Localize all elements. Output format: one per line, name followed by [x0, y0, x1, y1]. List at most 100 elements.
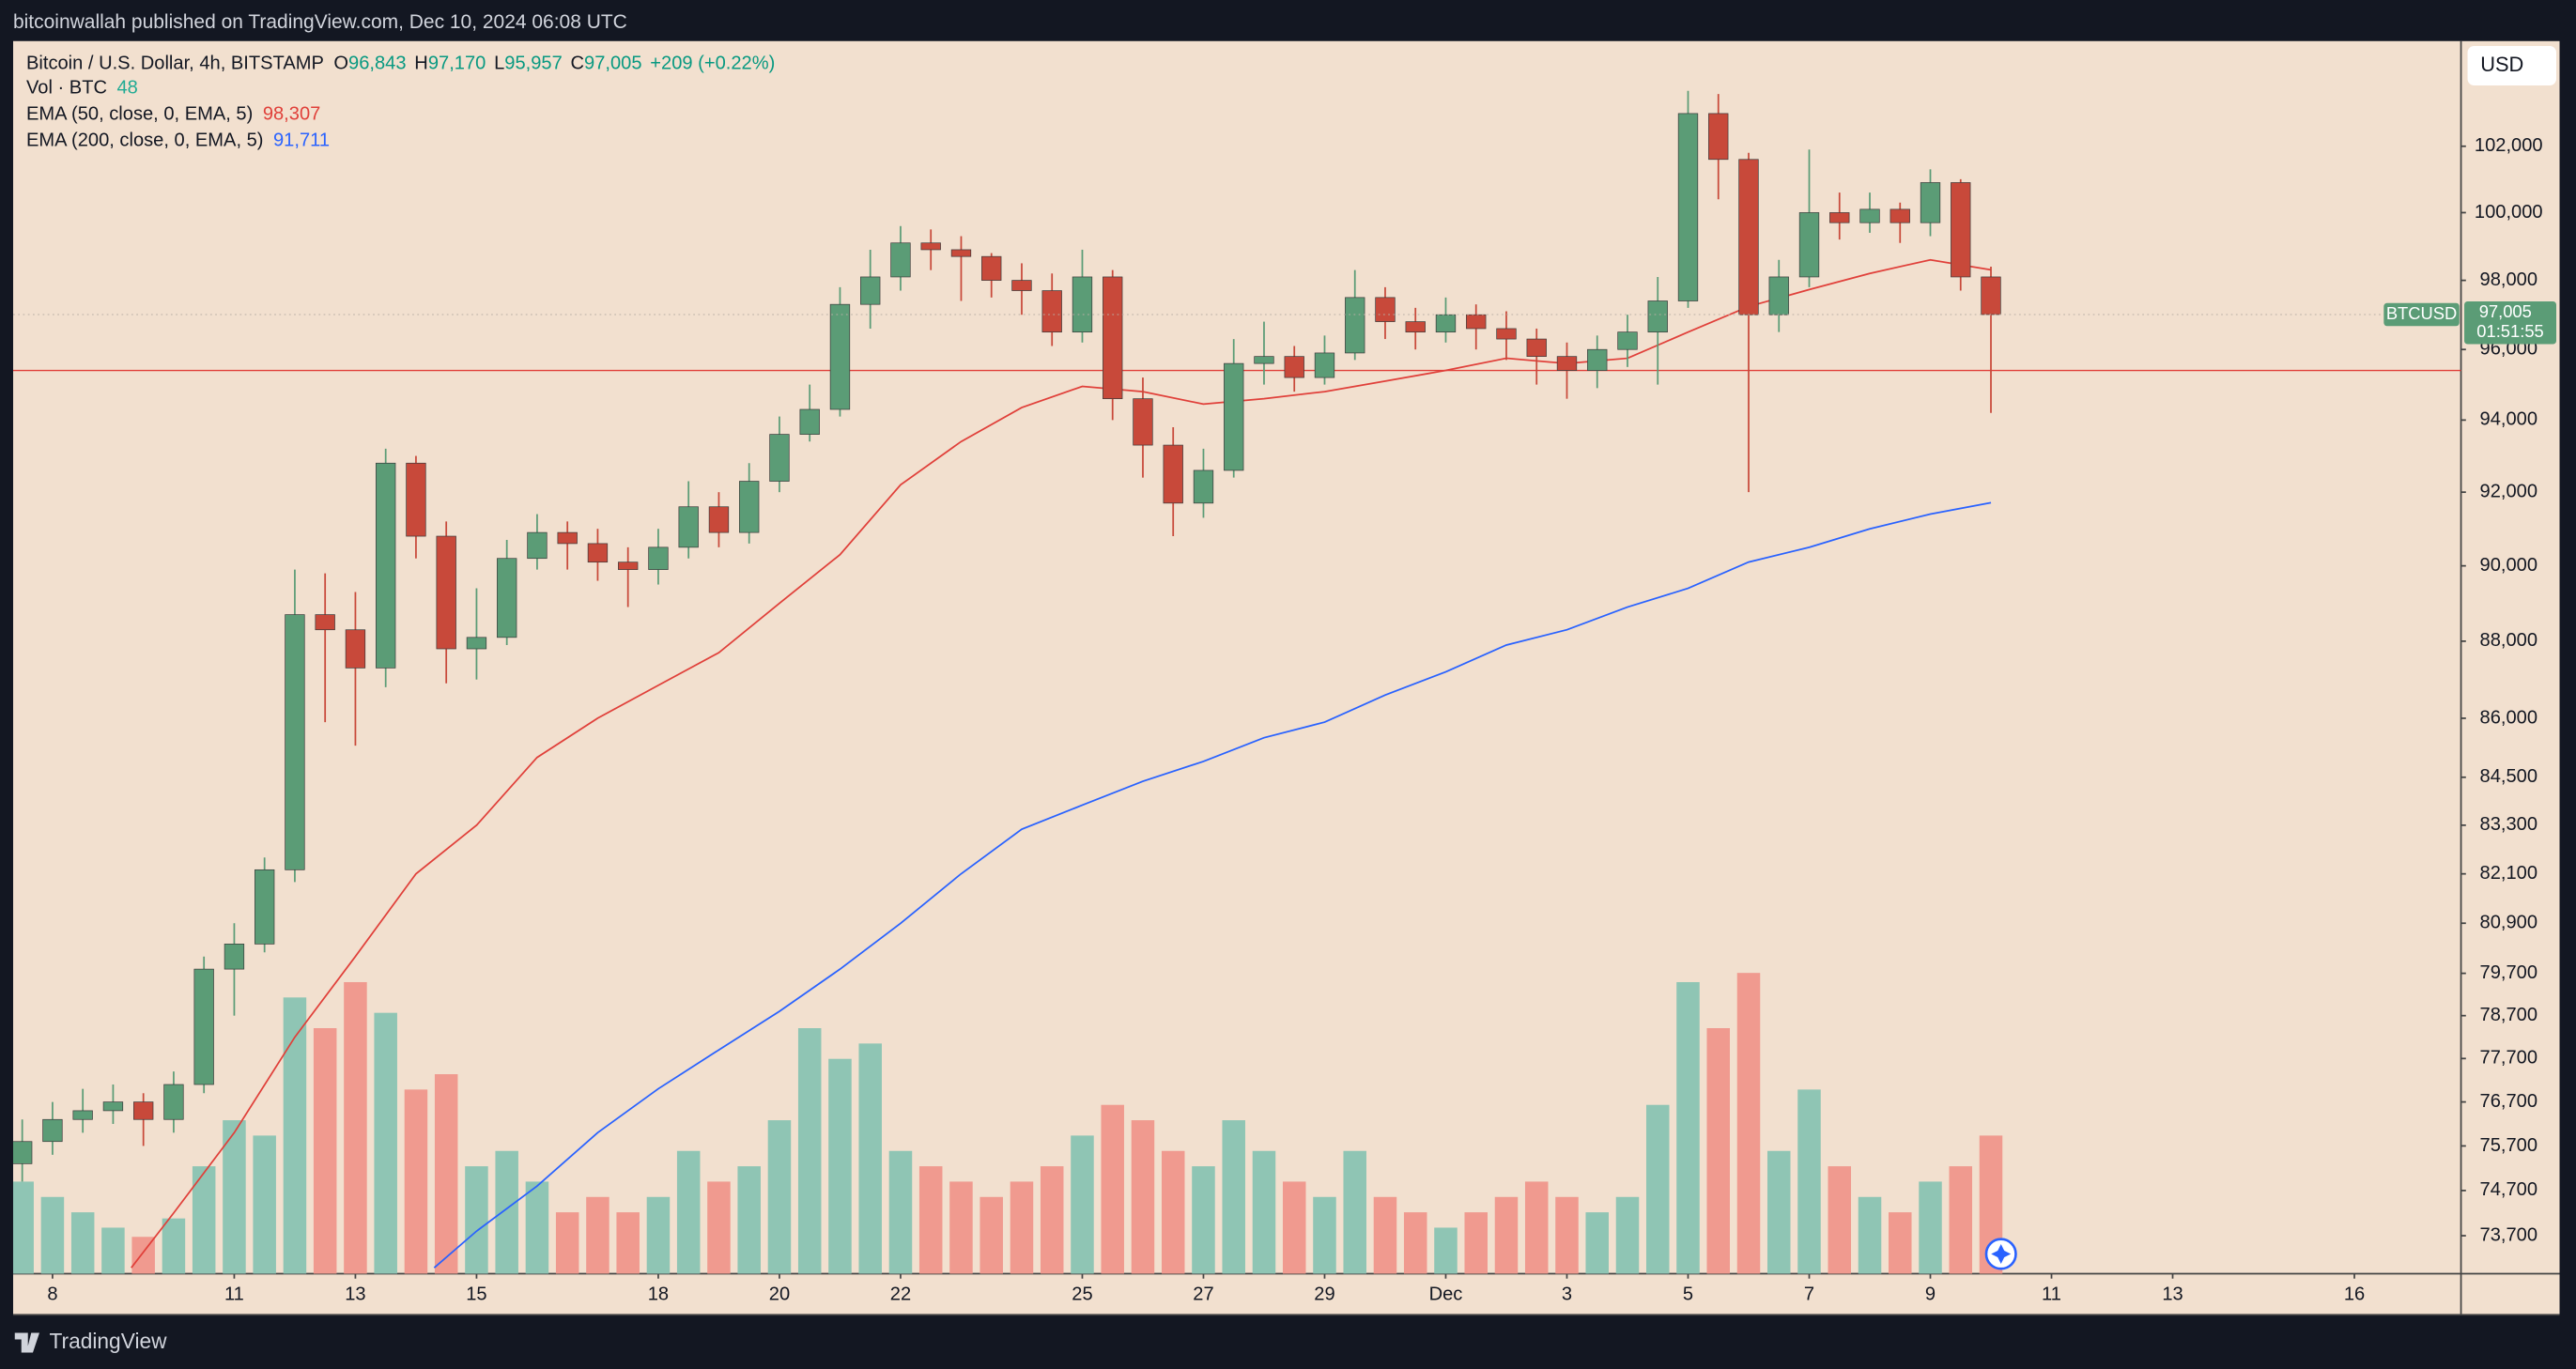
y-tick-label: 84,500 [2480, 766, 2537, 787]
x-tick-label: 25 [1072, 1284, 1092, 1305]
candle-body [981, 255, 1002, 281]
ema-value: 91,711 [273, 131, 330, 151]
volume-bar [344, 981, 367, 1274]
candle-body [1375, 297, 1396, 322]
volume-name: Vol · BTC [26, 78, 107, 99]
volume-bar [1192, 1166, 1215, 1274]
volume-bar [1645, 1104, 1670, 1274]
volume-bar [1282, 1181, 1306, 1274]
candle-body [1163, 444, 1183, 504]
x-tick-label: 5 [1683, 1284, 1693, 1305]
ema-name: EMA (200, close, 0, EMA, 5) [26, 131, 264, 151]
volume-bar [555, 1212, 579, 1274]
volume-bar [707, 1181, 731, 1274]
candle-body [285, 614, 305, 870]
y-tick-label: 88,000 [2480, 630, 2537, 651]
candle-body [829, 303, 851, 410]
volume-bar [1828, 1166, 1852, 1274]
volume-bar [162, 1218, 186, 1274]
volume-bar [586, 1196, 609, 1274]
volume-bar [101, 1227, 125, 1274]
candle-body [315, 614, 335, 631]
x-tick-label: 15 [466, 1284, 486, 1305]
volume-bar [858, 1043, 882, 1274]
volume-bar [1919, 1181, 1942, 1274]
brand-logo [14, 1332, 39, 1353]
volume-bar [253, 1135, 276, 1274]
volume-bar [1373, 1196, 1397, 1274]
volume-bar [12, 1181, 34, 1274]
volume-bar [767, 1120, 792, 1274]
candle-body [678, 506, 699, 548]
ohlc-key: C [571, 54, 585, 74]
candle-body [920, 242, 941, 251]
candle-body [466, 637, 487, 650]
volume-bar [1071, 1135, 1094, 1274]
candle-body [648, 546, 669, 570]
y-tick-label: 75,700 [2480, 1135, 2537, 1156]
x-tick-label: 22 [890, 1284, 911, 1305]
volume-bar [1555, 1196, 1579, 1274]
y-tick-label: 90,000 [2480, 555, 2537, 576]
volume-bar [1343, 1150, 1366, 1274]
x-tick-label: 16 [2344, 1284, 2365, 1305]
volume-bar [676, 1150, 701, 1274]
candle-body [1103, 276, 1123, 400]
volume-bar [888, 1150, 913, 1274]
candle-body [1041, 290, 1062, 333]
candle-body [1526, 338, 1547, 358]
candle-body [1254, 356, 1274, 364]
volume-bar [737, 1166, 761, 1274]
candle-body [1496, 328, 1517, 340]
countdown: 01:51:55 [2476, 321, 2543, 341]
y-tick-label: 92,000 [2480, 481, 2537, 501]
volume-value: 48 [117, 78, 138, 99]
x-tick-label: 13 [345, 1284, 365, 1305]
ohlc-value: 97,170 [428, 54, 486, 74]
ohlc-value: 95,957 [504, 54, 562, 74]
volume-bar [525, 1181, 549, 1274]
volume-bar [40, 1196, 65, 1274]
volume-bar [374, 1012, 397, 1274]
candle-body [12, 1141, 33, 1164]
ohlc-value: 97,005 [584, 54, 641, 74]
candle-body [618, 561, 639, 570]
volume-bar [1797, 1089, 1821, 1274]
currency-box[interactable] [2467, 46, 2557, 86]
volume-bar [1222, 1120, 1245, 1274]
change: +209 (+0.22%) [650, 54, 775, 74]
symbol-badge-text: BTCUSD [2386, 303, 2457, 323]
candle-body [769, 434, 790, 482]
legend-ema200: EMA (200, close, 0, EMA, 5) 91,711 [26, 131, 330, 151]
volume-bar [1585, 1212, 1609, 1274]
candle-body [497, 558, 517, 638]
candle-body [406, 462, 426, 537]
volume-bar [313, 1028, 337, 1274]
candle-body [799, 408, 820, 435]
x-tick-label: 9 [1925, 1284, 1936, 1305]
volume-bar [1040, 1166, 1064, 1274]
y-tick-label: 100,000 [2475, 202, 2543, 223]
volume-bar [495, 1150, 518, 1274]
candle-body [1284, 356, 1304, 378]
candle-body [1768, 276, 1789, 315]
y-tick-label: 86,000 [2480, 707, 2537, 728]
x-tick-label: Dec [1429, 1284, 1463, 1305]
volume-bar [1403, 1212, 1427, 1274]
volume-bar [1736, 973, 1761, 1274]
volume-bar [70, 1212, 95, 1274]
x-tick-label: 7 [1804, 1284, 1814, 1305]
volume-bar [1434, 1227, 1458, 1274]
candle-body [1587, 348, 1608, 371]
candle-body [1981, 276, 2001, 315]
candle-body [1133, 398, 1153, 446]
candle-body [1314, 352, 1335, 378]
y-tick-label: 83,300 [2480, 814, 2537, 835]
candle-body [1345, 297, 1365, 354]
x-tick-label: 18 [648, 1284, 669, 1305]
y-tick-label: 82,100 [2480, 863, 2537, 884]
candle-body [1556, 356, 1578, 371]
volume-bar [1615, 1196, 1640, 1274]
